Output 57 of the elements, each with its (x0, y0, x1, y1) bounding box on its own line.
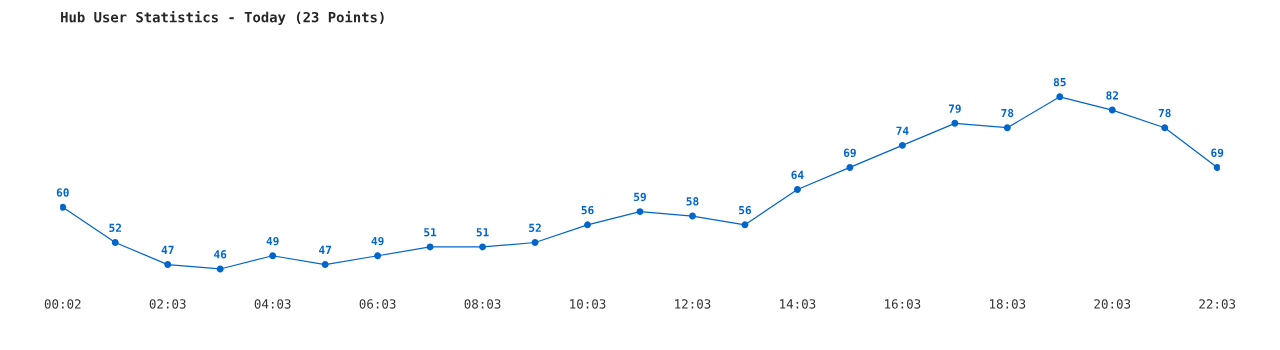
data-label: 51 (476, 228, 489, 237)
point (1108, 106, 1116, 114)
data-label: 78 (1001, 108, 1014, 118)
data-label: 82 (1106, 91, 1119, 100)
data-label: 64 (791, 170, 804, 180)
data-label: 85 (1053, 77, 1066, 87)
data-label: 52 (529, 223, 541, 233)
point (1213, 163, 1220, 171)
x-tick-label: 22:03 (1199, 299, 1236, 309)
point (479, 243, 487, 251)
point (689, 212, 696, 220)
data-label: 74 (896, 126, 909, 135)
point (584, 221, 591, 229)
data-label: 47 (319, 245, 332, 254)
point (1056, 93, 1064, 101)
point (741, 221, 749, 229)
point (898, 141, 906, 149)
data-label: 47 (161, 245, 174, 254)
data-label: 60 (56, 188, 69, 197)
data-label: 51 (424, 228, 437, 237)
x-tick-label: 06:03 (359, 299, 396, 309)
point (164, 261, 172, 269)
point (269, 252, 277, 260)
x-tick-label: 14:03 (780, 299, 816, 309)
data-label: 78 (1158, 108, 1171, 118)
data-label: 56 (739, 205, 752, 215)
x-tick-label: 12:03 (675, 299, 711, 309)
data-label: 56 (581, 205, 594, 215)
x-tick-label: 20:03 (1094, 299, 1131, 309)
data-label: 59 (634, 192, 646, 202)
data-label: 46 (214, 250, 227, 259)
point (531, 239, 539, 246)
x-tick-label: 10:03 (570, 299, 606, 309)
data-label: 79 (948, 104, 961, 113)
data-label: 58 (686, 197, 699, 206)
point (321, 261, 329, 269)
x-tick-label: 18:03 (990, 299, 1026, 309)
x-tick-label: 16:03 (885, 299, 921, 309)
point (1161, 124, 1169, 132)
data-label: 69 (1211, 148, 1224, 158)
data-label: 52 (109, 223, 122, 233)
point (374, 252, 382, 260)
data-label: 49 (266, 236, 279, 246)
point (846, 163, 854, 171)
chart-title: Hub User Statistics - Today (23 Points) (61, 10, 384, 26)
point (111, 239, 119, 246)
point (1003, 124, 1011, 132)
point (951, 119, 959, 127)
x-tick-label: 04:03 (254, 299, 291, 309)
data-label: 69 (843, 148, 856, 158)
point (793, 186, 801, 193)
x-tick-label: 08:03 (464, 299, 501, 309)
data-label: 49 (371, 236, 384, 246)
x-tick-label: 00:02 (44, 299, 81, 309)
point (636, 208, 644, 216)
x-tick-label: 02:03 (149, 299, 186, 309)
point (216, 265, 224, 273)
